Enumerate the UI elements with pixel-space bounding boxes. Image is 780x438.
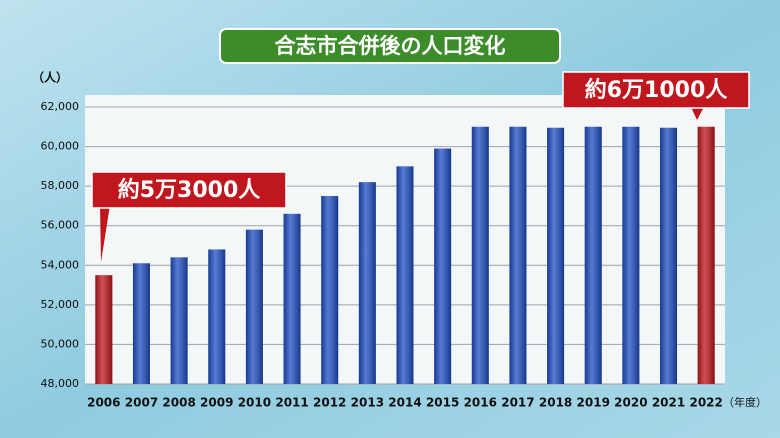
bar-shade xyxy=(396,166,414,384)
bar-shade xyxy=(95,275,113,384)
y-tick-label: 50,000 xyxy=(41,337,80,350)
bar-shade xyxy=(245,229,263,384)
y-tick-label: 56,000 xyxy=(41,219,80,232)
bar-shade xyxy=(170,257,188,384)
x-tick-label: 2015 xyxy=(426,396,459,410)
x-tick-label: 2020 xyxy=(614,396,647,410)
title-box xyxy=(219,28,561,64)
y-tick-label: 54,000 xyxy=(41,258,80,271)
x-tick-label: 2007 xyxy=(125,396,158,410)
x-tick-label: 2016 xyxy=(464,396,497,410)
y-axis-label: （人） xyxy=(32,70,68,85)
bar-shade xyxy=(434,148,452,384)
x-tick-label: 2008 xyxy=(162,396,195,410)
y-tick-label: 60,000 xyxy=(41,140,80,153)
chart-title: 合志市合併後の人口変化 xyxy=(275,34,506,58)
x-tick-label: 2017 xyxy=(501,396,534,410)
x-tick-label: 2019 xyxy=(577,396,610,410)
bar-shade xyxy=(358,182,376,384)
x-tick-label: 2021 xyxy=(652,396,685,410)
bar-shade xyxy=(509,126,527,385)
bar-shade xyxy=(584,126,602,385)
bar-shade xyxy=(547,127,565,385)
x-tick-label: 2010 xyxy=(238,396,271,410)
y-tick-label: 62,000 xyxy=(41,100,80,113)
x-axis-label: （年度） xyxy=(723,395,767,409)
y-tick-label: 52,000 xyxy=(41,298,80,311)
annotation-box xyxy=(91,171,287,209)
x-tick-label: 2012 xyxy=(313,396,346,410)
annotation: 約6万1000人 xyxy=(585,77,728,103)
bar-shade xyxy=(283,213,301,384)
bar-shade xyxy=(321,196,339,384)
x-tick-label: 2014 xyxy=(388,396,421,410)
bar-shade xyxy=(660,127,678,385)
bar-shade xyxy=(208,249,226,384)
x-tick-label: 2009 xyxy=(200,396,233,410)
x-tick-label: 2018 xyxy=(539,396,572,410)
bar-shade xyxy=(697,126,715,385)
annotation-box xyxy=(562,71,750,109)
annotation: 約5万3000人 xyxy=(118,177,261,203)
x-tick-label: 2022 xyxy=(689,396,722,410)
y-tick-label: 58,000 xyxy=(41,179,80,192)
bar-shade xyxy=(132,263,150,384)
x-tick-label: 2006 xyxy=(87,396,120,410)
bar-shade xyxy=(622,126,640,385)
annotation-pointer xyxy=(100,205,110,262)
x-tick-label: 2011 xyxy=(275,396,308,410)
y-tick-label: 48,000 xyxy=(41,377,80,390)
bar-shade xyxy=(471,126,489,385)
x-tick-label: 2013 xyxy=(351,396,384,410)
